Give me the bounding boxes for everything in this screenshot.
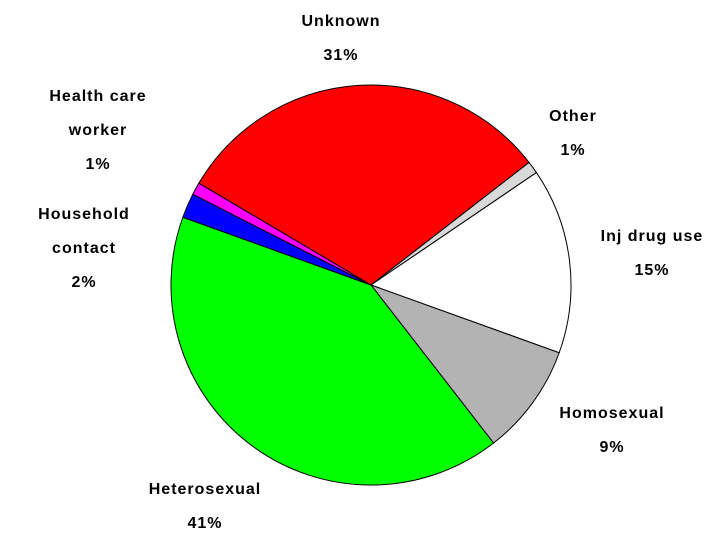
- slice-label: Health care worker 1%: [38, 80, 158, 182]
- slice-category-label: Inj drug use: [600, 228, 704, 245]
- pie-slice: [192, 182, 372, 286]
- slice-value-label: 31%: [323, 47, 359, 64]
- slice-value-label: 2%: [71, 274, 97, 291]
- slice-category-label: Unknown: [301, 13, 381, 30]
- pie-slice: [198, 84, 530, 286]
- slice-label: Other 1%: [523, 100, 623, 168]
- slice-value-label: 1%: [85, 156, 111, 173]
- slice-category-label: Health care worker: [49, 88, 147, 139]
- slice-label: Heterosexual 41%: [120, 473, 290, 536]
- slice-label: Unknown 31%: [261, 5, 421, 73]
- slice-label: Inj drug use 15%: [577, 220, 727, 288]
- slice-category-label: Other: [549, 108, 597, 125]
- pie-slice: [170, 216, 495, 486]
- slice-value-label: 9%: [599, 439, 625, 456]
- slice-value-label: 41%: [187, 515, 223, 532]
- slice-label: Household contact 2%: [24, 198, 144, 300]
- slice-value-label: 15%: [634, 262, 670, 279]
- slice-value-label: 1%: [560, 142, 586, 159]
- pie-slice: [369, 171, 572, 354]
- slice-label: Homosexual 9%: [532, 397, 692, 465]
- slice-category-label: Household contact: [38, 206, 130, 257]
- pie-slice: [369, 283, 560, 444]
- slice-category-label: Homosexual: [559, 405, 665, 422]
- slice-category-label: Heterosexual: [148, 481, 262, 498]
